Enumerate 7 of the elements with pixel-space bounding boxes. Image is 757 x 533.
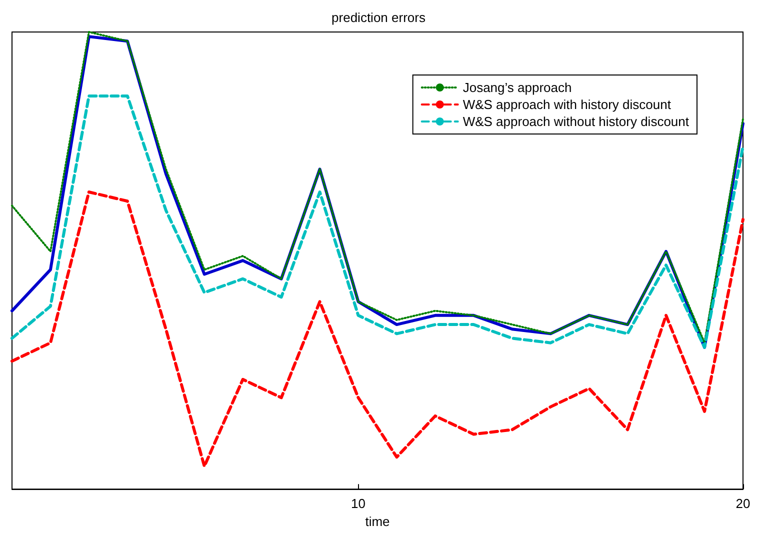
x-tick-label: 20: [736, 496, 750, 512]
x-axis-title: time: [365, 514, 390, 529]
x-tick-label: 10: [351, 496, 366, 512]
legend-label: W&S approach with history discount: [462, 97, 672, 112]
legend-label: Josang’s approach: [462, 80, 572, 95]
chart-title: prediction errors: [332, 10, 426, 25]
legend-label: W&S approach without history discount: [462, 114, 690, 129]
